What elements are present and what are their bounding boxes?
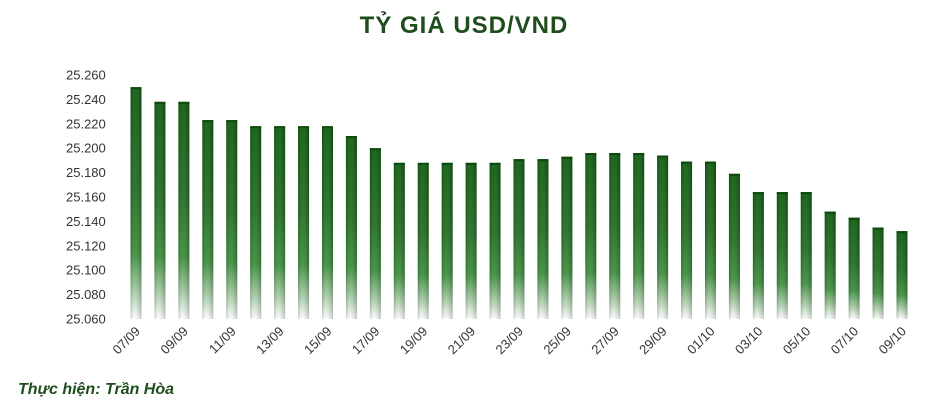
bar: [537, 159, 549, 319]
x-tick-label: 13/09: [253, 324, 287, 358]
bar: [728, 173, 740, 319]
x-tick-label: 03/10: [732, 324, 766, 358]
bar: [776, 192, 788, 319]
x-tick-label: 17/09: [349, 324, 383, 358]
y-axis-ticks: 25.060 25.080 25.100 25.120 25.140 25.160 25.1…: [66, 68, 106, 327]
bar: [585, 153, 597, 319]
bar: [130, 87, 142, 319]
bar: [345, 136, 357, 319]
bar: [561, 156, 573, 319]
bar: [752, 192, 764, 319]
bar: [250, 126, 262, 320]
bar: [848, 217, 860, 319]
bar: [178, 101, 190, 319]
x-tick-label: 01/10: [684, 324, 718, 358]
bar: [417, 162, 429, 319]
x-tick-label: 11/09: [206, 324, 239, 357]
x-tick-label: 07/09: [110, 324, 144, 358]
x-tick-label: 09/09: [157, 324, 191, 358]
y-tick-label: 25.240: [66, 92, 106, 107]
y-tick-label: 25.220: [66, 116, 106, 131]
y-tick-label: 25.060: [66, 312, 106, 327]
bar: [274, 126, 286, 320]
y-tick-label: 25.100: [66, 263, 106, 278]
x-axis-ticks: 07/09 09/09 11/09 13/09 15/09 17/09 19/09 21/09…: [110, 324, 910, 358]
y-tick-label: 25.120: [66, 238, 106, 253]
y-tick-label: 25.080: [66, 287, 106, 302]
x-tick-label: 07/10: [828, 324, 862, 358]
x-tick-label: 29/09: [636, 324, 670, 358]
bar: [489, 162, 501, 319]
bar: [872, 227, 884, 319]
bar: [824, 211, 836, 319]
bar: [154, 101, 166, 319]
bar: [681, 161, 693, 319]
y-tick-label: 25.260: [66, 68, 106, 83]
x-tick-label: 15/09: [301, 324, 335, 358]
x-tick-label: 21/09: [445, 324, 479, 358]
bar: [896, 231, 908, 319]
bar: [705, 161, 716, 319]
credit-line: Thực hiện: Trần Hòa: [18, 381, 175, 398]
chart-title: TỶ GIÁ USD/VND: [359, 12, 569, 39]
bar: [441, 162, 453, 319]
bar: [633, 153, 645, 319]
bar: [298, 126, 310, 320]
bar: [322, 126, 333, 320]
bar: [369, 148, 381, 319]
y-tick-label: 25.180: [66, 165, 106, 180]
bars: [130, 87, 908, 320]
x-tick-label: 19/09: [397, 324, 431, 358]
bar: [202, 120, 214, 319]
bar: [800, 192, 812, 319]
x-tick-label: 23/09: [493, 324, 527, 358]
bar: [465, 162, 477, 319]
x-tick-label: 27/09: [588, 324, 622, 358]
y-tick-label: 25.140: [66, 214, 106, 229]
x-tick-label: 05/10: [780, 324, 814, 358]
y-tick-label: 25.160: [66, 190, 106, 205]
bar: [393, 162, 405, 319]
bar: [657, 155, 669, 319]
bar: [513, 159, 525, 319]
bar: [226, 120, 238, 319]
x-tick-label: 09/10: [876, 324, 910, 358]
y-tick-label: 25.200: [66, 141, 106, 156]
x-tick-label: 25/09: [540, 324, 574, 358]
bar: [609, 153, 621, 319]
